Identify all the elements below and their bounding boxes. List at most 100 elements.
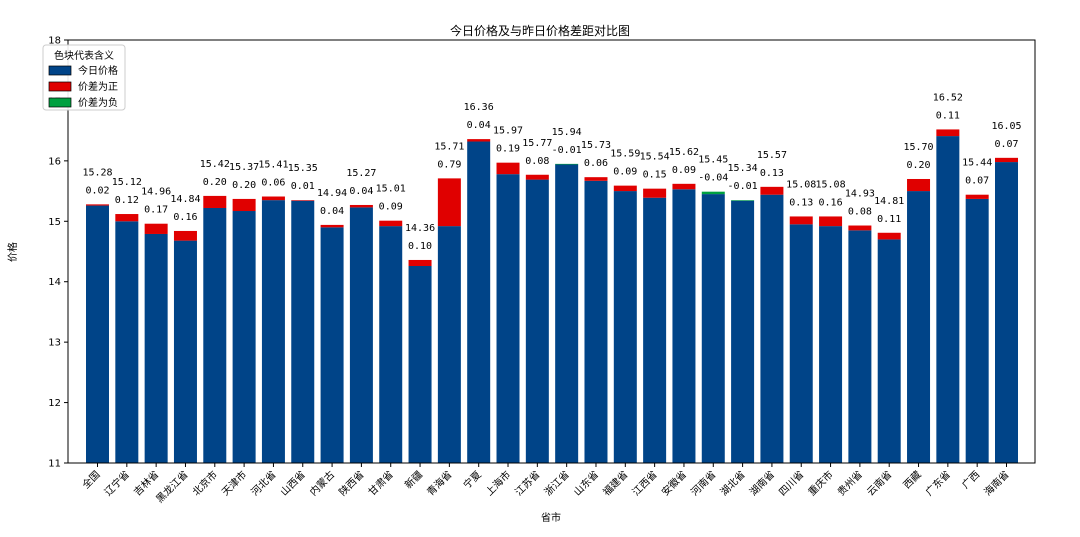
- x-tick-label: 陕西省: [336, 468, 366, 498]
- bar-positive-diff: [525, 174, 549, 180]
- diff-label: 0.20: [906, 160, 930, 171]
- price-label: 15.27: [346, 168, 376, 179]
- legend-title: 色块代表含义: [54, 49, 114, 62]
- x-tick-label: 贵州省: [835, 468, 865, 498]
- bar-today-price: [496, 174, 520, 463]
- bar-today-price: [555, 164, 579, 464]
- y-tick-label: 11: [48, 459, 61, 470]
- x-tick-label: 吉林省: [131, 468, 161, 498]
- x-tick-label: 江苏省: [512, 468, 542, 498]
- price-label: 15.08: [786, 179, 816, 190]
- bar-positive-diff: [115, 214, 139, 222]
- price-label: 15.37: [229, 162, 259, 173]
- diff-label: 0.12: [115, 195, 139, 206]
- diff-label: 0.04: [320, 206, 344, 217]
- price-label: 15.34: [728, 163, 758, 174]
- bar-today-price: [144, 233, 168, 463]
- bar-today-price: [760, 194, 784, 463]
- price-label: 15.42: [200, 159, 230, 170]
- bar-positive-diff: [408, 259, 432, 267]
- bar-today-price: [672, 189, 696, 463]
- y-tick-label: 13: [48, 338, 61, 349]
- bar-positive-diff: [936, 129, 960, 137]
- price-label: 15.54: [640, 152, 670, 163]
- x-tick-label: 天津市: [219, 468, 249, 498]
- legend-entry-label: 价差为负: [78, 96, 118, 109]
- bar-today-price: [232, 211, 256, 463]
- x-tick-label: 福建省: [600, 468, 630, 498]
- bar-today-price: [965, 198, 989, 464]
- x-tick-label: 上海市: [483, 468, 513, 498]
- bar-positive-diff: [203, 195, 227, 208]
- legend-swatch: [48, 81, 72, 92]
- y-axis-label: 价格: [6, 242, 19, 262]
- bar-positive-diff: [613, 185, 637, 192]
- legend-swatch: [48, 65, 72, 76]
- price-label: 15.44: [962, 158, 992, 169]
- bar-today-price: [291, 200, 315, 464]
- x-tick-label: 广西: [960, 469, 983, 492]
- bar-positive-diff: [320, 224, 344, 228]
- legend-swatch: [48, 97, 72, 108]
- x-tick-label: 海南省: [981, 468, 1011, 498]
- plot-frame: [67, 39, 1036, 464]
- bar-positive-diff: [848, 225, 872, 231]
- bar-positive-diff: [467, 139, 491, 142]
- bar-positive-diff: [907, 178, 931, 192]
- y-tick-label: 15: [48, 217, 61, 228]
- diff-label: 0.13: [760, 168, 784, 179]
- price-label: 14.81: [874, 196, 904, 207]
- price-label: 15.41: [258, 160, 288, 171]
- x-tick-label: 内蒙古: [307, 468, 337, 498]
- bar-positive-diff: [995, 157, 1018, 163]
- diff-label: 0.04: [467, 120, 491, 131]
- bar-today-price: [643, 197, 667, 463]
- price-label: 15.71: [434, 141, 464, 152]
- diff-label: 0.13: [789, 197, 813, 208]
- x-tick-label: 全国: [79, 468, 102, 491]
- bar-today-price: [819, 226, 843, 463]
- bar-today-price: [789, 224, 813, 463]
- price-label: 15.73: [581, 140, 611, 151]
- bar-positive-diff: [144, 223, 168, 234]
- diff-label: -0.01: [552, 145, 582, 156]
- x-tick-label: 西藏: [901, 469, 924, 492]
- diff-label: 0.16: [173, 212, 197, 223]
- bar-today-price: [848, 230, 872, 463]
- bar-today-price: [349, 207, 373, 463]
- diff-label: 0.02: [85, 185, 109, 196]
- diff-label: 0.10: [408, 241, 432, 252]
- bar-today-price: [261, 200, 285, 463]
- diff-label: 0.06: [261, 178, 285, 189]
- bar-positive-diff: [789, 216, 813, 225]
- price-label: 16.36: [464, 102, 494, 113]
- x-axis-label: 省市: [541, 511, 561, 524]
- diff-label: 0.04: [349, 186, 373, 197]
- price-label: 15.08: [816, 179, 846, 190]
- bar-positive-diff: [173, 230, 197, 241]
- bar-positive-diff: [496, 162, 520, 175]
- price-label: 15.45: [698, 155, 728, 166]
- x-tick-label: 江西省: [629, 468, 659, 498]
- price-label: 15.28: [82, 167, 112, 178]
- y-tick-label: 12: [48, 398, 61, 409]
- x-tick-label: 青海省: [424, 468, 454, 498]
- price-label: 15.57: [757, 150, 787, 161]
- x-tick-label: 山东省: [571, 468, 601, 498]
- x-tick-label: 安徽省: [659, 468, 689, 498]
- diff-label: 0.79: [437, 159, 461, 170]
- bar-positive-diff: [672, 183, 696, 190]
- bar-today-price: [995, 162, 1018, 463]
- bar-positive-diff: [86, 204, 109, 206]
- bar-today-price: [437, 226, 461, 463]
- bar-today-price: [525, 179, 549, 463]
- bar-positive-diff: [291, 200, 315, 201]
- diff-label: -0.04: [698, 173, 728, 184]
- bar-negative-diff: [731, 200, 755, 201]
- x-tick-label: 山西省: [277, 468, 307, 498]
- price-label: 14.36: [405, 223, 435, 234]
- x-tick-label: 浙江省: [541, 468, 571, 498]
